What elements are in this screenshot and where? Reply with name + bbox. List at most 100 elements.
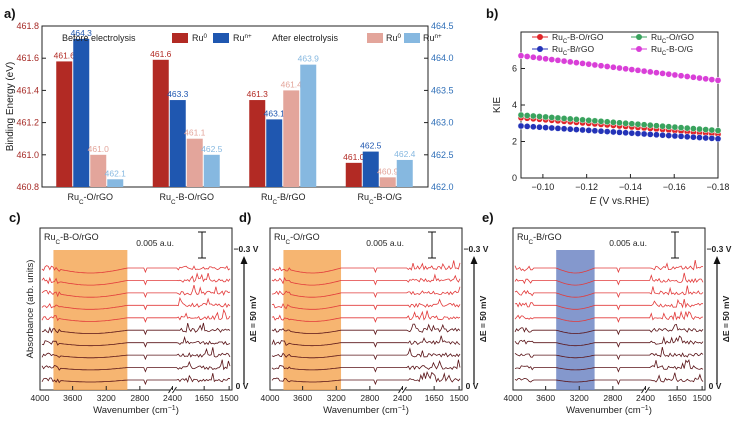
kie-point [690,73,697,81]
x-tick-label: −0.14 [619,182,642,192]
bar-1-1 [169,100,186,187]
potential-top-label: −0.3 V [464,244,489,254]
kie-point [653,122,660,130]
plot-frame [269,227,463,391]
kie-point [536,123,543,131]
kie-point [702,75,710,83]
kie-point [665,70,673,78]
kie-point [683,133,691,141]
category-label: RuC-B-O/rGO [159,192,214,206]
kie-point [591,117,599,125]
spectrum-line-6 [271,335,461,348]
spectrum-line-2 [41,284,231,298]
scale-label: 0.005 a.u. [366,238,404,248]
spectrum-line-9 [514,372,704,386]
kie-point [628,120,636,128]
kie-point [517,122,525,130]
kie-point [603,118,611,126]
x-tick-label: 1650 [195,393,214,403]
kie-point [665,123,673,131]
kie-point [579,116,586,124]
legend-swatch [172,33,188,43]
legend-marker [537,34,543,40]
x-tick-label: 2800 [360,393,379,403]
y-axis-label: Binding Energy (eV) [5,62,16,152]
kie-point [579,126,586,134]
spectrum-line-9 [271,370,461,386]
x-tick-label: 4000 [31,393,50,403]
legend: Before electrolysis Ru0 Run+ After electrol… [62,33,442,44]
kie-point [591,61,599,69]
spectrum-line-7 [271,347,461,361]
spectrum-line-5 [514,323,704,336]
kie-point [523,112,531,119]
legend-swatch [404,33,420,43]
bar-1-0 [73,38,90,187]
potential-top-label: −0.3 V [234,244,259,254]
kie-point [714,127,722,134]
bar-value-label: 462.4 [394,149,416,159]
panel-label: c) [9,210,21,225]
x-tick-label: 1650 [425,393,444,403]
kie-point [523,53,531,60]
x-tick-label: 3600 [63,393,82,403]
highlight-region [556,250,595,390]
x-tick-label: 3200 [570,393,589,403]
y-axis-label: Absorbance (arb. units) [25,260,36,359]
bar-0-2 [249,100,266,187]
legend-swatch [367,33,383,43]
kie-point [542,124,549,131]
right-tick-label: 462.0 [431,182,454,192]
potential-top-label: −0.3 V [707,244,732,254]
kie-point [659,131,666,139]
spectrum-line-5 [271,323,461,336]
panel-label: e) [482,210,494,225]
bar-3-3 [396,159,413,187]
kie-point [536,113,543,120]
kie-point [542,55,549,63]
kie-point [560,57,568,65]
right-tick-label: 463.0 [431,118,454,128]
bar-value-label: 464.3 [71,28,93,38]
bar-value-label: 463.1 [264,108,286,118]
kie-point [665,132,673,139]
bar-2-2 [283,90,300,187]
series-1 [517,111,722,134]
kie-point [714,135,722,143]
bar-value-label: 461.0 [88,144,110,154]
right-tick-label: 462.5 [431,150,454,160]
y-axis-label: KIE [492,97,503,113]
bar-value-label: 463.3 [167,89,189,99]
highlight-region [283,250,342,390]
left-tick-label: 461.6 [16,53,39,63]
x-tick-label: 2400 [393,393,412,403]
x-tick-label: 1500 [693,393,712,403]
bar-3-1 [203,154,220,187]
x-tick-label: −0.12 [575,182,598,192]
kie-point [585,127,593,134]
x-axis-label: E (V vs.RHE) [590,196,649,207]
kie-point [622,129,630,137]
plot-frame [41,25,429,188]
bar-value-label: 461.1 [184,128,206,138]
delta-e-label: ΔE = 50 mV [478,295,488,342]
spectrum-line-1 [271,273,461,286]
bar-value-label: 461.6 [54,50,76,60]
kie-point [622,119,630,127]
x-tick-label: 1500 [220,393,239,403]
category-label: RuC-O/rGO [67,192,113,206]
left-tick-label: 460.8 [16,182,39,192]
legend-after-label: After electrolysis [272,33,339,43]
right-tick-label: 464.5 [431,21,454,31]
panel-label: a) [4,6,16,21]
legend-ru0: Ru0 [192,33,208,44]
kie-point [640,121,648,129]
kie-point [634,67,642,74]
kie-point [690,133,697,141]
right-tick-label: 463.5 [431,85,454,95]
kie-point [591,127,599,135]
kie-point [708,135,716,142]
kie-point [609,118,617,126]
legend-ru0-after: Ru0 [386,33,402,44]
